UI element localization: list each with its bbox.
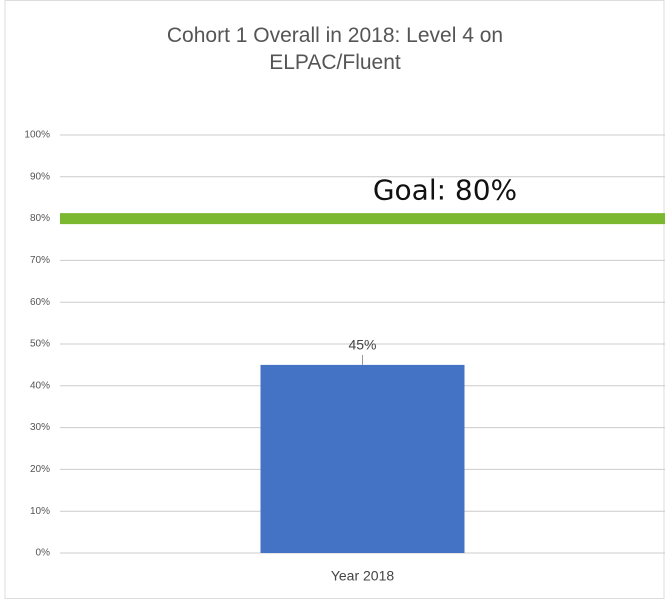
- y-tick-label: 80%: [30, 213, 50, 224]
- goal-label: Goal: 80%: [373, 174, 517, 207]
- bar: [260, 364, 465, 553]
- y-tick-label: 40%: [30, 380, 50, 391]
- y-tick-label: 50%: [30, 339, 50, 350]
- y-tick-label: 0%: [36, 548, 51, 559]
- y-tick-label: 100%: [24, 130, 50, 141]
- y-tick-label: 60%: [30, 297, 50, 308]
- y-tick-label: 70%: [30, 255, 50, 266]
- y-tick-label: 30%: [30, 422, 50, 433]
- y-tick-label: 10%: [30, 506, 50, 517]
- x-tick-label: Year 2018: [331, 568, 395, 584]
- value-label: 45%: [348, 337, 376, 353]
- y-tick-label: 20%: [30, 464, 50, 475]
- chart-title: Cohort 1 Overall in 2018: Level 4 on ELP…: [166, 24, 504, 74]
- y-tick-label: 90%: [30, 171, 50, 182]
